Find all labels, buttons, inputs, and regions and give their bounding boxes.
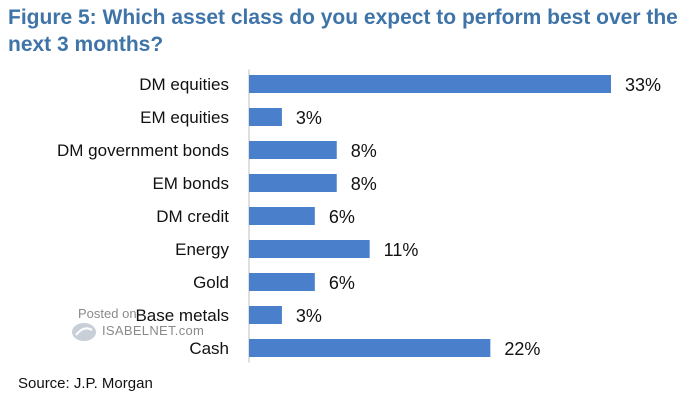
data-label-dm-government-bonds: 8%	[351, 141, 377, 161]
data-label-dm-equities: 33%	[625, 75, 661, 95]
data-label-gold: 6%	[329, 273, 355, 293]
category-label-base-metals: Base metals	[135, 306, 229, 325]
data-label-em-bonds: 8%	[351, 174, 377, 194]
data-label-base-metals: 3%	[296, 306, 322, 326]
bar-em-bonds	[249, 174, 337, 192]
bar-energy	[249, 240, 370, 258]
category-label-energy: Energy	[175, 240, 229, 259]
bar-base-metals	[249, 306, 282, 324]
bar-dm-equities	[249, 75, 611, 93]
category-label-dm-government-bonds: DM government bonds	[57, 141, 229, 160]
bar-dm-government-bonds	[249, 141, 337, 159]
chart-title: Figure 5: Which asset class do you expec…	[8, 6, 678, 56]
data-label-energy: 11%	[384, 240, 419, 260]
data-label-dm-credit: 6%	[329, 207, 355, 227]
category-label-gold: Gold	[193, 273, 229, 292]
watermark: Posted on ISABELNET.com	[64, 306, 214, 346]
watermark-logo-icon	[72, 323, 96, 341]
data-label-cash: 22%	[504, 339, 540, 359]
watermark-posted-text: Posted on	[78, 306, 137, 321]
chart-source: Source: J.P. Morgan	[18, 375, 153, 392]
category-label-dm-credit: DM credit	[156, 207, 229, 226]
bar-dm-credit	[249, 207, 315, 225]
bar-em-equities	[249, 108, 282, 126]
category-label-cash: Cash	[189, 339, 229, 358]
category-label-dm-equities: DM equities	[139, 75, 229, 94]
category-label-em-equities: EM equities	[140, 108, 229, 127]
bar-gold	[249, 273, 315, 291]
category-label-em-bonds: EM bonds	[152, 174, 229, 193]
watermark-site-text: ISABELNET.com	[102, 323, 205, 338]
bar-cash	[249, 339, 491, 357]
data-label-em-equities: 3%	[296, 108, 322, 128]
